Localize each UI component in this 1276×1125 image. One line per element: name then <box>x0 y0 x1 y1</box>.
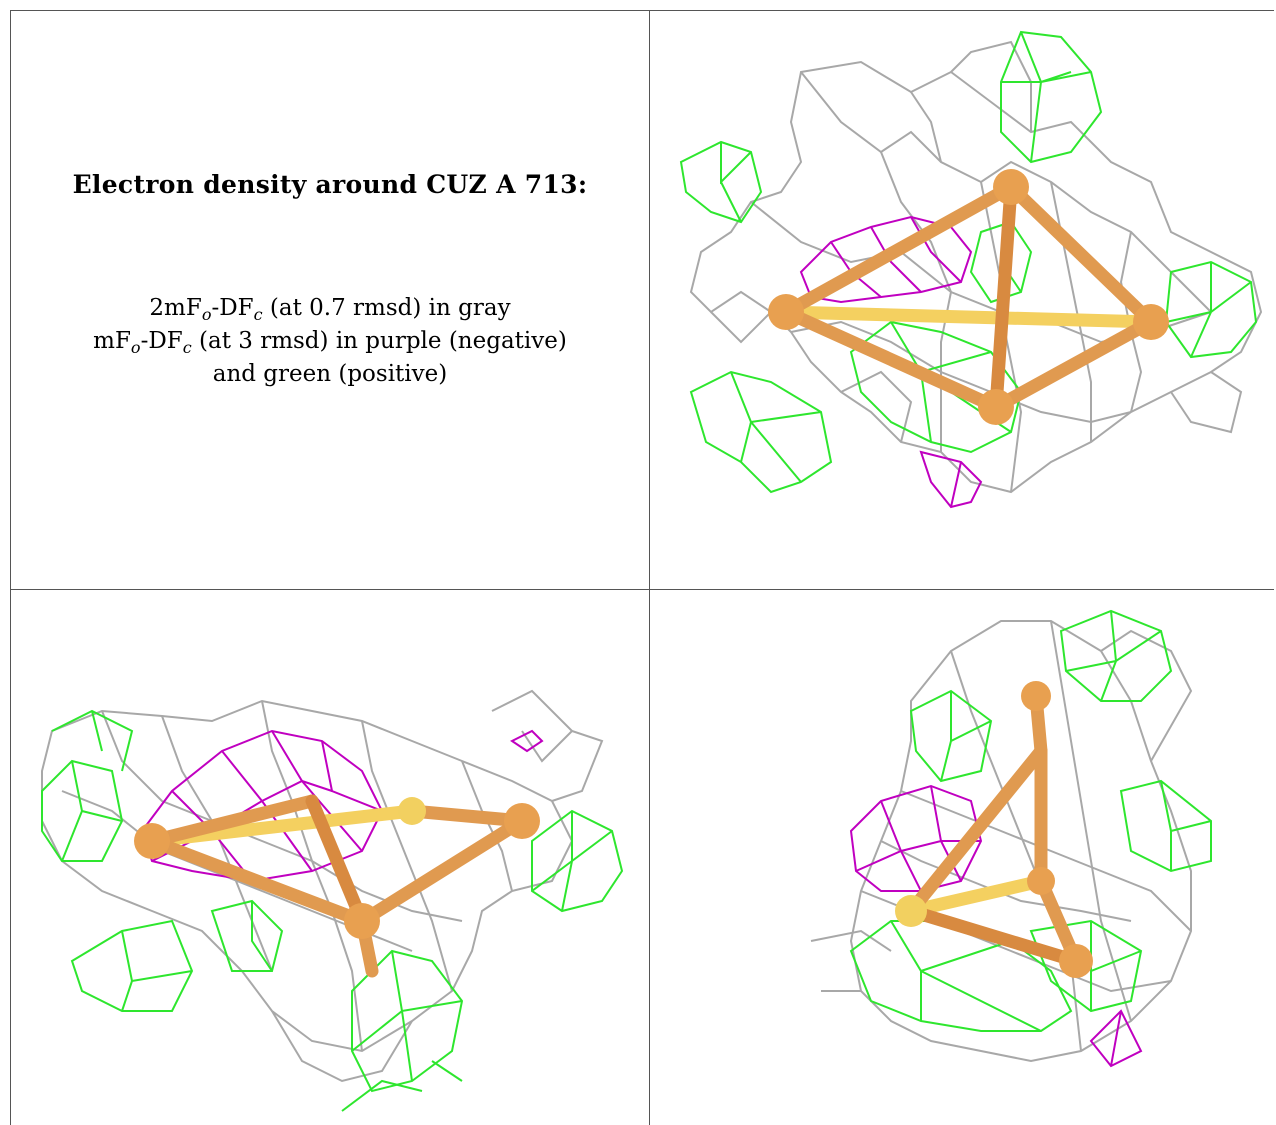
model-sticks <box>768 169 1169 425</box>
grid-horizontal-divider <box>10 589 1274 590</box>
mesh-negative <box>849 784 1143 1068</box>
figure-grid <box>10 10 1274 1125</box>
mesh-positive <box>41 709 624 1112</box>
model-sticks <box>895 681 1093 978</box>
caption-cell: Electron density around CUZ A 713: 2mFo-… <box>12 12 648 588</box>
density-render-bottom-right <box>810 609 1212 1068</box>
density-view-bottom-left <box>12 591 648 1125</box>
caption-title: Electron density around CUZ A 713: <box>72 170 588 199</box>
mesh-2fofc <box>689 40 1263 494</box>
mesh-2fofc <box>41 689 604 1083</box>
grid-vertical-divider <box>649 10 650 1125</box>
caption-line-2fofc: 2mFo-DFc (at 0.7 rmsd) in gray <box>149 295 511 324</box>
density-view-top-right <box>651 12 1273 588</box>
density-view-bottom-right <box>651 591 1273 1125</box>
density-render-bottom-left <box>41 689 624 1112</box>
model-sticks <box>134 794 540 978</box>
density-render-top-right <box>679 30 1263 509</box>
caption-body: 2mFo-DFc (at 0.7 rmsd) in gray mFo-DFc (… <box>12 292 648 391</box>
mesh-positive <box>849 609 1212 1032</box>
caption-line-fofc: mFo-DFc (at 3 rmsd) in purple (negative) <box>93 328 567 357</box>
caption-line-colors: and green (positive) <box>212 361 448 387</box>
